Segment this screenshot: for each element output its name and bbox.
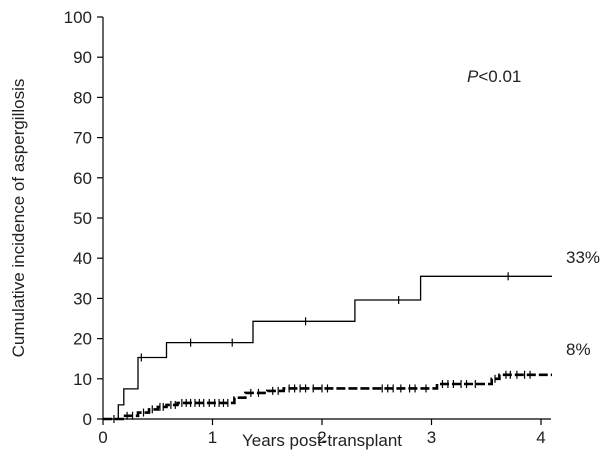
series-end-label-1: 33% [566, 248, 600, 267]
p-value-text: <0.01 [478, 67, 521, 86]
y-tick-label: 100 [64, 8, 92, 27]
series-2-line [103, 373, 552, 421]
x-tick-label: 1 [208, 428, 217, 447]
y-tick-label: 40 [73, 249, 92, 268]
x-ticks: 0 1 2 3 4 [98, 419, 546, 447]
y-ticks: 0 10 20 30 40 50 60 70 80 90 100 [64, 8, 103, 429]
series-end-label-2: 8% [566, 340, 591, 359]
series-1-line [103, 275, 552, 420]
y-tick-label: 0 [83, 410, 92, 429]
x-axis-title: Years post-transplant [242, 431, 402, 450]
y-tick-label: 70 [73, 129, 92, 148]
p-value-symbol: P [467, 67, 479, 86]
y-tick-label: 80 [73, 88, 92, 107]
x-axis: 0 1 2 3 4 [98, 418, 551, 447]
y-tick-label: 30 [73, 289, 92, 308]
y-tick-label: 60 [73, 169, 92, 188]
y-axis-title: Cumulative incidence of aspergillosis [9, 79, 28, 358]
y-axis: 0 10 20 30 40 50 60 70 80 90 100 [64, 8, 104, 429]
plot-area [103, 272, 552, 423]
series-1 [103, 272, 552, 420]
x-tick-label: 4 [536, 428, 545, 447]
y-tick-label: 20 [73, 330, 92, 349]
y-tick-label: 10 [73, 370, 92, 389]
p-value-annotation: P<0.01 [467, 67, 521, 86]
x-tick-label: 0 [98, 428, 107, 447]
x-tick-label: 2 [317, 428, 326, 447]
x-tick-label: 3 [427, 428, 436, 447]
y-tick-label: 50 [73, 209, 92, 228]
series-2 [103, 370, 552, 423]
y-tick-label: 90 [73, 48, 92, 67]
